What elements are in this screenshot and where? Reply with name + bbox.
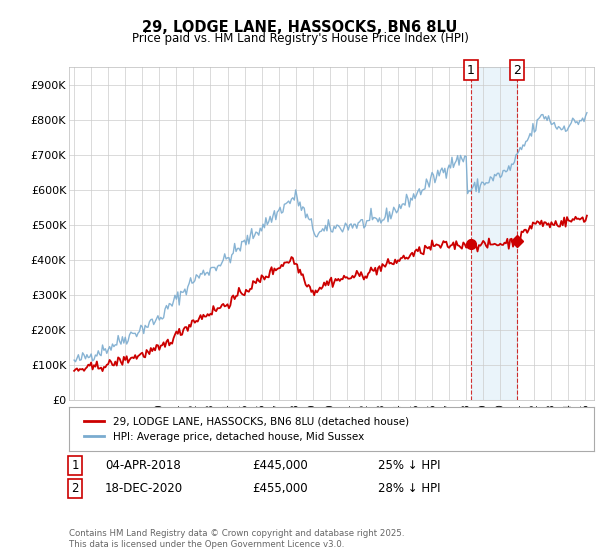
Legend: 29, LODGE LANE, HASSOCKS, BN6 8LU (detached house), HPI: Average price, detached: 29, LODGE LANE, HASSOCKS, BN6 8LU (detac… bbox=[79, 412, 413, 446]
Text: Price paid vs. HM Land Registry's House Price Index (HPI): Price paid vs. HM Land Registry's House … bbox=[131, 32, 469, 45]
Text: 04-APR-2018: 04-APR-2018 bbox=[105, 459, 181, 472]
Text: 1: 1 bbox=[467, 63, 475, 77]
Text: 1: 1 bbox=[71, 459, 79, 472]
Text: 2: 2 bbox=[512, 63, 521, 77]
Text: 2: 2 bbox=[71, 482, 79, 494]
Text: Contains HM Land Registry data © Crown copyright and database right 2025.
This d: Contains HM Land Registry data © Crown c… bbox=[69, 529, 404, 549]
Bar bbox=[471, 67, 517, 400]
Text: 29, LODGE LANE, HASSOCKS, BN6 8LU: 29, LODGE LANE, HASSOCKS, BN6 8LU bbox=[142, 20, 458, 35]
Text: £445,000: £445,000 bbox=[252, 459, 308, 472]
Text: 25% ↓ HPI: 25% ↓ HPI bbox=[378, 459, 440, 472]
Text: 28% ↓ HPI: 28% ↓ HPI bbox=[378, 482, 440, 494]
Text: £455,000: £455,000 bbox=[252, 482, 308, 494]
Text: 18-DEC-2020: 18-DEC-2020 bbox=[105, 482, 183, 494]
